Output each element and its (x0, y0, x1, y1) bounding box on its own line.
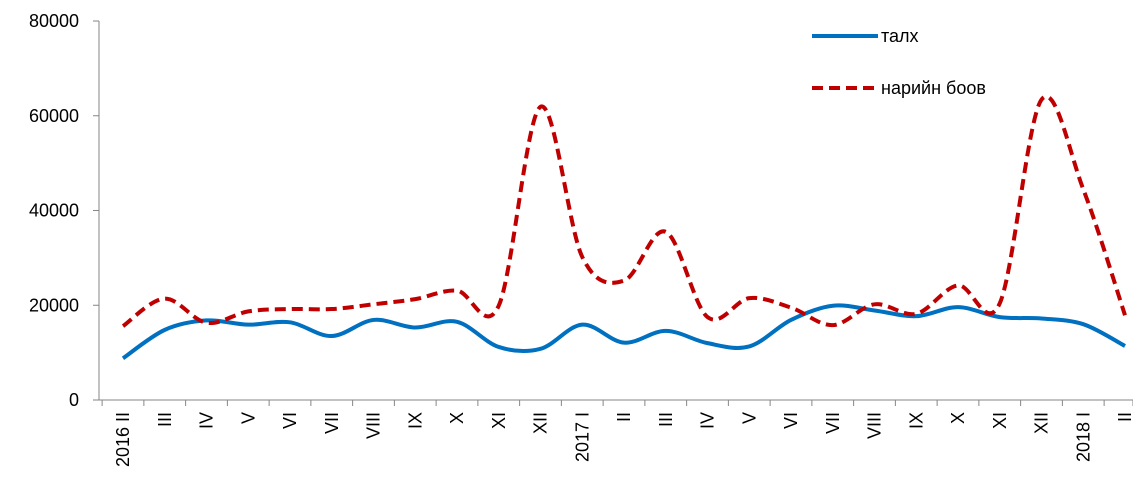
x-tick-label: VIII (865, 412, 885, 439)
x-tick-label: XI (489, 412, 509, 429)
x-axis: 2016 II III IV V VI VII VIII IX X XI XII 2017 I II II… (99, 399, 1133, 467)
x-tick-label: II (614, 412, 634, 422)
x-tick-label: III (656, 412, 676, 427)
x-tick-label: XII (531, 412, 551, 434)
x-tick-label: III (155, 412, 175, 427)
y-tick-label: 20000 (29, 295, 79, 315)
x-tick-label: VII (322, 412, 342, 434)
series-layer (121, 94, 1127, 360)
x-tick-label: IX (405, 412, 425, 429)
x-tick-label: IV (698, 412, 718, 429)
x-tick-label: II (1115, 412, 1133, 422)
series-line-2 (121, 94, 1127, 328)
y-tick-label: 60000 (29, 106, 79, 126)
x-tick-label: VII (823, 412, 843, 434)
x-tick-label: VIII (364, 412, 384, 439)
legend: талх нарийн боов (812, 26, 986, 98)
legend-label-2: нарийн боов (881, 78, 986, 98)
x-tick-label: VI (280, 412, 300, 429)
x-tick-label: IX (906, 412, 926, 429)
y-tick-label: 40000 (29, 201, 79, 221)
x-tick-label: VI (781, 412, 801, 429)
x-tick-label: X (948, 412, 968, 424)
x-tick-label: 2018 I (1073, 412, 1093, 462)
x-tick-label: 2017 I (572, 412, 592, 462)
x-tick-label: V (238, 412, 258, 424)
y-tick-label: 0 (69, 390, 79, 410)
x-tick-label: V (739, 412, 759, 424)
series-line-1 (121, 303, 1126, 360)
x-tick-label: 2016 II (113, 412, 133, 467)
y-axis: 0 20000 40000 60000 80000 (29, 11, 100, 410)
legend-label-1: талх (881, 26, 919, 46)
x-tick-label: IV (197, 412, 217, 429)
x-tick-label: X (447, 412, 467, 424)
x-tick-label: XI (990, 412, 1010, 429)
y-tick-label: 80000 (29, 11, 79, 31)
x-tick-label: XII (1032, 412, 1052, 434)
